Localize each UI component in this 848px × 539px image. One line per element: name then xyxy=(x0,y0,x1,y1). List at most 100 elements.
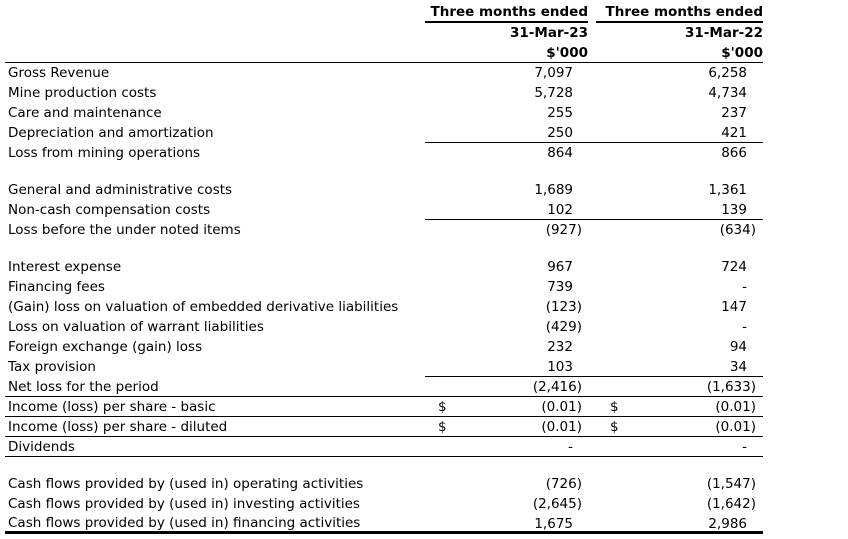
table-row: Net loss for the period (2,416) (1,633) xyxy=(5,377,763,397)
table-row: Income (loss) per share - diluted $ (0.01)… xyxy=(5,417,763,437)
row-values: -- xyxy=(425,437,763,456)
row-label: Tax provision xyxy=(8,359,96,375)
currency-symbol-col2 xyxy=(591,317,615,337)
row-values: (726) (1,547) xyxy=(425,474,763,494)
table-row: Loss from mining operations 864 866 xyxy=(5,143,763,163)
value-col2: - xyxy=(742,439,747,455)
value-col2: (634) xyxy=(719,222,756,238)
row-values: 739 - xyxy=(425,277,763,297)
value-col1: 1,675 xyxy=(534,516,573,532)
row-label: Loss before the under noted items xyxy=(8,222,241,238)
currency-symbol-col1 xyxy=(425,297,445,317)
header-period-col1: Three months ended xyxy=(425,3,588,23)
currency-symbol-col2 xyxy=(591,377,615,396)
header-date-col2: 31-Mar-22 xyxy=(685,25,763,41)
table-row: Care and maintenance 255 237 xyxy=(5,103,763,123)
currency-symbol-col2 xyxy=(591,180,615,200)
currency-symbol-col1 xyxy=(425,63,445,83)
header-date-col1: 31-Mar-23 xyxy=(510,25,588,41)
financial-statement-table: Three months ended Three months ended 31… xyxy=(5,3,763,534)
currency-symbol-col1 xyxy=(425,180,445,200)
row-label: Loss on valuation of warrant liabilities xyxy=(8,319,264,335)
row-label: Dividends xyxy=(8,438,75,455)
value-col2: 147 xyxy=(721,299,747,315)
currency-symbol-col1 xyxy=(425,83,445,103)
header-column-gap xyxy=(588,3,596,23)
value-col2: 34 xyxy=(729,359,747,375)
row-label: Income (loss) per share - basic xyxy=(8,398,216,415)
table-row: Interest expense 967 724 xyxy=(5,257,763,277)
header-date-cells: 31-Mar-23 31-Mar-22 xyxy=(425,23,763,43)
row-values: (2,416) (1,633) xyxy=(425,377,763,396)
value-col2: 724 xyxy=(721,259,747,275)
value-col1: (726) xyxy=(545,476,582,492)
row-label: Cash flows provided by (used in) financi… xyxy=(8,514,361,531)
value-col1: (2,645) xyxy=(532,496,582,512)
table-row: General and administrative costs 1,689 1,3… xyxy=(5,180,763,200)
currency-symbol-col2 xyxy=(591,357,615,376)
value-col1: (927) xyxy=(545,222,582,238)
table-row: Loss on valuation of warrant liabilities… xyxy=(5,317,763,337)
header-period-row: Three months ended Three months ended xyxy=(5,3,763,23)
currency-symbol-col1 xyxy=(425,220,445,240)
value-col1: 103 xyxy=(547,359,573,375)
row-values: 255 237 xyxy=(425,103,763,123)
header-unit-col2: $'000 xyxy=(721,44,763,61)
value-col1: - xyxy=(568,439,573,455)
section-gap xyxy=(5,163,763,180)
row-values: 232 94 xyxy=(425,337,763,357)
row-label: Non-cash compensation costs xyxy=(8,202,211,218)
currency-symbol-col1 xyxy=(425,494,445,514)
value-col1: 1,689 xyxy=(534,182,573,198)
currency-symbol-col2 xyxy=(591,143,615,163)
table-row: Non-cash compensation costs 102 139 xyxy=(5,200,763,220)
currency-symbol-col2 xyxy=(591,257,615,277)
currency-symbol-col2 xyxy=(591,123,615,142)
table-row: (Gain) loss on valuation of embedded der… xyxy=(5,297,763,317)
row-values: (927) (634) xyxy=(425,220,763,240)
currency-symbol-col2 xyxy=(591,103,615,123)
value-col1: 739 xyxy=(547,279,573,295)
value-col1: (429) xyxy=(545,319,582,335)
row-values: $ (0.01) $ (0.01) xyxy=(425,417,763,436)
table-row: Depreciation and amortization 250 421 xyxy=(5,123,763,143)
row-label: General and administrative costs xyxy=(8,182,233,198)
row-values: (429) - xyxy=(425,317,763,337)
row-values: 250 421 xyxy=(425,123,763,143)
currency-symbol-col1 xyxy=(425,437,445,456)
table-row: Loss before the under noted items (927) (6… xyxy=(5,220,763,240)
table-row: Foreign exchange (gain) loss 232 94 xyxy=(5,337,763,357)
value-col2: 6,258 xyxy=(708,65,747,81)
header-column-gap xyxy=(588,43,596,62)
currency-symbol-col2 xyxy=(591,83,615,103)
currency-symbol-col1 xyxy=(425,337,445,357)
value-col2: (0.01) xyxy=(715,399,756,415)
row-label: (Gain) loss on valuation of embedded der… xyxy=(8,299,399,315)
currency-symbol-col2: $ xyxy=(610,418,619,435)
row-values: 1,689 1,361 xyxy=(425,180,763,200)
value-col2: (0.01) xyxy=(715,419,756,435)
row-label: Cash flows provided by (used in) operati… xyxy=(8,476,364,492)
value-col1: (2,416) xyxy=(532,379,582,395)
currency-symbol-col2: $ xyxy=(610,398,619,415)
currency-symbol-col2 xyxy=(591,494,615,514)
value-col2: 866 xyxy=(721,145,747,161)
currency-symbol-col1: $ xyxy=(438,418,447,435)
header-unit-col1: $'000 xyxy=(546,44,588,61)
row-values: 1,675 2,986 xyxy=(425,514,763,532)
value-col2: 4,734 xyxy=(708,85,747,101)
table-row: Cash flows provided by (used in) investi… xyxy=(5,494,763,514)
currency-symbol-col1 xyxy=(425,103,445,123)
currency-symbol-col2 xyxy=(591,200,615,219)
value-col1: 250 xyxy=(547,125,573,141)
header-date-row: 31-Mar-23 31-Mar-22 xyxy=(5,23,763,43)
row-values: 103 34 xyxy=(425,357,763,377)
table-row: Gross Revenue 7,097 6,258 xyxy=(5,63,763,83)
header-unit-row: $'000 $'000 xyxy=(5,43,763,63)
currency-symbol-col2 xyxy=(591,220,615,240)
value-col2: - xyxy=(742,319,747,335)
value-col2: 2,986 xyxy=(708,516,747,532)
value-col2: 421 xyxy=(721,125,747,141)
row-label: Mine production costs xyxy=(8,85,157,101)
header-period-cells: Three months ended Three months ended xyxy=(425,3,763,23)
